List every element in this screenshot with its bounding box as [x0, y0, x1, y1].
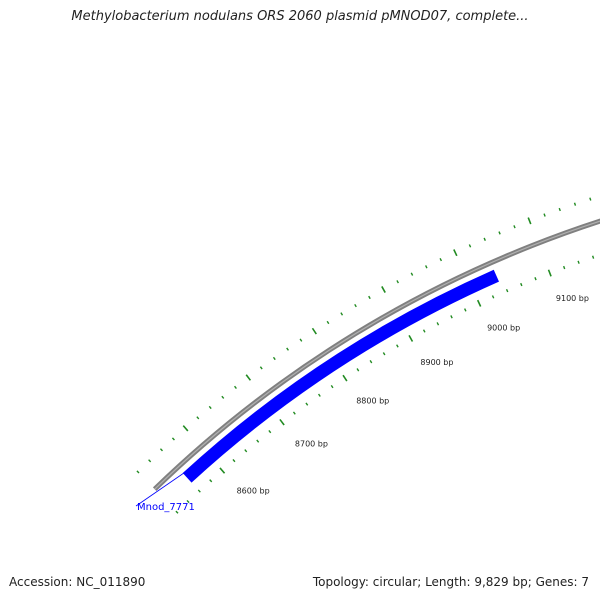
scale-label: 8700 bp [295, 440, 328, 449]
inner-tick [232, 458, 236, 463]
inner-tick [356, 368, 360, 372]
outer-tick [148, 459, 152, 463]
outer-tick [136, 470, 140, 474]
outer-tick [272, 356, 276, 361]
outer-tick [340, 312, 344, 316]
scale-label: 8900 bp [420, 358, 453, 367]
inner-tick [268, 429, 272, 434]
map-summary: Topology: circular; Length: 9,829 bp; Ge… [312, 575, 589, 589]
map-title: Methylobacterium nodulans ORS 2060 plasm… [71, 9, 529, 24]
outer-tick [381, 286, 386, 293]
outer-tick [208, 405, 212, 410]
inner-tick [534, 277, 537, 281]
inner-tick [256, 439, 260, 443]
gene-leader-line [135, 393, 300, 507]
inner-tick [330, 384, 334, 389]
inner-tick [244, 449, 248, 453]
inner-tick [342, 374, 348, 382]
outer-tick [573, 202, 577, 206]
backbone-highlight [154, 220, 600, 490]
inner-tick [562, 265, 566, 270]
outer-tick [159, 448, 163, 452]
inner-tick [317, 393, 321, 397]
outer-tick [171, 437, 175, 441]
scale-label: 9000 bp [487, 324, 520, 333]
outer-tick [182, 425, 189, 432]
outer-tick [424, 265, 428, 269]
outer-tick [196, 416, 200, 420]
gene-track: Mnod_7771 [135, 269, 499, 513]
outer-tick [543, 213, 546, 217]
outer-tick [410, 272, 414, 276]
outer-tick [299, 338, 303, 342]
outer-tick [468, 244, 472, 248]
outer-tick [368, 295, 371, 300]
outer-tick [311, 327, 317, 335]
inner-tick [436, 322, 440, 326]
outer-tick [354, 303, 357, 308]
inner-tick [476, 299, 482, 307]
inner-tick [305, 402, 309, 406]
outer-tick [259, 366, 263, 370]
inner-tick [186, 499, 190, 504]
inner-tick [591, 255, 595, 259]
inner-tick-ring [175, 255, 595, 514]
outer-tick [498, 231, 501, 235]
outer-tick [396, 280, 399, 284]
outer-tick [483, 237, 486, 241]
outer-tick [527, 217, 532, 225]
outer-tick [245, 374, 252, 381]
inner-tick [408, 334, 414, 342]
outer-tick [439, 257, 443, 262]
inner-tick [175, 510, 179, 514]
outer-tick [234, 385, 237, 389]
inner-tick [219, 467, 226, 474]
gene-arc [182, 269, 499, 483]
inner-tick [382, 352, 386, 356]
scale-label: 9100 bp [556, 294, 589, 303]
outer-tick [221, 395, 225, 399]
inner-tick [547, 269, 552, 277]
outer-tick-ring [136, 197, 592, 474]
inner-tick [197, 489, 201, 493]
scale-labels: 8600 bp 8700 bp 8800 bp 8900 bp 9000 bp 9100 … [237, 294, 589, 496]
inner-tick [209, 479, 213, 483]
plasmid-backbone [152, 218, 600, 491]
scale-label: 8800 bp [356, 397, 389, 406]
gene-label: Mnod_7771 [137, 502, 195, 513]
outer-tick [558, 207, 561, 212]
inner-tick [520, 282, 523, 287]
outer-tick [453, 249, 458, 257]
inner-tick [491, 295, 495, 299]
outer-tick [589, 197, 592, 201]
inner-tick [369, 360, 373, 364]
outer-tick [513, 225, 516, 229]
outer-tick [286, 347, 290, 351]
inner-tick [279, 418, 285, 426]
inner-tick [292, 411, 296, 415]
inner-tick [505, 288, 509, 293]
inner-tick [396, 344, 399, 348]
accession-label: Accession: NC_011890 [9, 575, 146, 589]
scale-label: 8600 bp [237, 487, 270, 496]
inner-tick [422, 329, 426, 333]
outer-tick [326, 320, 330, 325]
inner-tick [464, 308, 467, 312]
inner-tick [450, 315, 453, 319]
inner-tick [577, 260, 580, 264]
